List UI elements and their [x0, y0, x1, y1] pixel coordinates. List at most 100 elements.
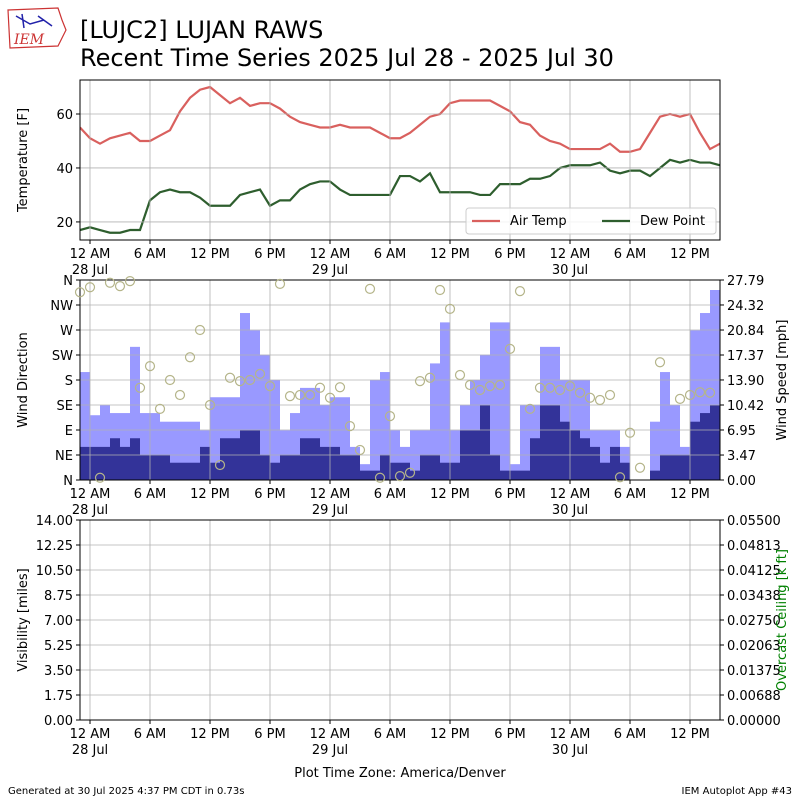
bar	[140, 454, 150, 480]
legend-label: Dew Point	[640, 214, 705, 229]
bar	[500, 470, 510, 480]
y-tick-label: 0.00	[44, 714, 73, 729]
point	[544, 382, 556, 393]
bar	[160, 421, 170, 480]
logo: IEM	[7, 7, 67, 49]
y2-tick-label: 20.84	[727, 324, 764, 339]
y2-axis-label: Wind Speed [mph]	[775, 320, 790, 441]
y-tick-label: 20	[56, 216, 73, 231]
x-tick-label: 12 AM 28 Jul	[70, 487, 111, 518]
point	[214, 459, 226, 471]
bar	[540, 405, 550, 480]
point	[104, 277, 116, 288]
bar	[440, 462, 450, 480]
bar	[590, 446, 600, 480]
bar	[370, 470, 380, 480]
x-tick-label: 12 AM 29 Jul	[310, 727, 351, 758]
point	[234, 376, 246, 387]
point	[364, 283, 376, 294]
x-tick-label: 6 AM	[134, 487, 167, 502]
bar	[180, 462, 190, 480]
x-tick-label: 12 AM 28 Jul	[70, 727, 111, 758]
point	[484, 381, 496, 392]
y-tick-label: 7.00	[44, 614, 73, 629]
y2-tick-label: 0.00000	[727, 714, 781, 729]
y2-tick-label: 0.04813	[727, 539, 781, 554]
y-tick-label: SE	[57, 399, 73, 414]
bar	[520, 470, 530, 480]
bar	[670, 454, 680, 480]
x-tick-label: 12 AM 29 Jul	[310, 247, 351, 278]
point	[144, 361, 156, 372]
bar	[650, 421, 660, 480]
bar	[430, 454, 440, 480]
bar	[710, 290, 720, 480]
point	[254, 368, 266, 379]
y-tick-label: 8.75	[44, 589, 73, 604]
y2-tick-label: 0.00688	[727, 689, 781, 704]
y2-tick-label: 0.02750	[727, 614, 781, 629]
point	[284, 391, 296, 402]
bar	[320, 405, 330, 480]
bar	[280, 454, 290, 480]
bar	[490, 454, 500, 480]
logo-text: IEM	[13, 32, 45, 48]
y-tick-label: N	[63, 274, 73, 289]
bar	[140, 413, 150, 480]
point	[524, 403, 536, 414]
point	[264, 381, 276, 392]
x-tick-label: 6 PM	[494, 727, 525, 742]
bar	[220, 438, 230, 480]
y2-tick-label: 0.03438	[727, 589, 781, 604]
panel: 12 AM 28 Jul 6 AM 12 PM 6 PM 12 AM 29 Jul 6 AM 1…	[16, 274, 790, 518]
x-tick-label: 12 PM	[670, 487, 710, 502]
point	[394, 471, 406, 482]
point	[184, 352, 196, 363]
x-tick-label: 6 AM	[614, 727, 647, 742]
bar	[430, 363, 440, 480]
point	[454, 369, 466, 381]
bar	[420, 454, 430, 480]
y2-tick-label: 10.42	[727, 399, 764, 414]
point	[674, 393, 686, 404]
bar	[310, 438, 320, 480]
legend-box	[465, 207, 717, 235]
bar	[80, 446, 90, 480]
x-tick-label: 12 AM 30 Jul	[550, 487, 591, 518]
plot-frame	[79, 279, 721, 481]
x-tick-label: 6 PM	[254, 727, 285, 742]
y2-tick-label: 17.37	[727, 349, 764, 364]
point	[414, 376, 426, 387]
x-tick-label: 6 AM	[374, 727, 407, 742]
plot-content	[80, 85, 720, 234]
point	[694, 387, 706, 398]
point	[464, 379, 476, 391]
point	[584, 392, 596, 403]
bar	[410, 470, 420, 480]
y2-tick-label: 13.90	[727, 374, 764, 389]
y2-tick-label: 0.02063	[727, 639, 781, 654]
y2-tick-label: 0.04125	[727, 564, 781, 579]
x-tick-label: 6 AM	[614, 487, 647, 502]
x-tick-label: 6 PM	[494, 487, 525, 502]
footer-left: Generated at 30 Jul 2025 4:37 PM CDT in …	[8, 786, 244, 797]
x-tick-label: 12 AM 30 Jul	[550, 727, 591, 758]
bar	[660, 372, 670, 480]
bar	[510, 470, 520, 480]
bar	[290, 454, 300, 480]
point	[624, 427, 636, 438]
bar	[130, 438, 140, 480]
title: [LUJC2] LUJAN RAWS	[80, 16, 323, 44]
bar	[660, 454, 670, 480]
bar	[400, 462, 410, 480]
bar	[700, 413, 710, 480]
x-tick-label: 12 PM	[430, 487, 470, 502]
x-tick-label: 12 PM	[430, 727, 470, 742]
point	[134, 382, 146, 393]
point	[504, 343, 516, 354]
x-tick-label: 12 AM 30 Jul	[550, 247, 591, 278]
bar	[90, 446, 100, 480]
point	[334, 382, 346, 393]
y2-tick-label: 3.47	[727, 449, 756, 464]
bar	[180, 421, 190, 480]
